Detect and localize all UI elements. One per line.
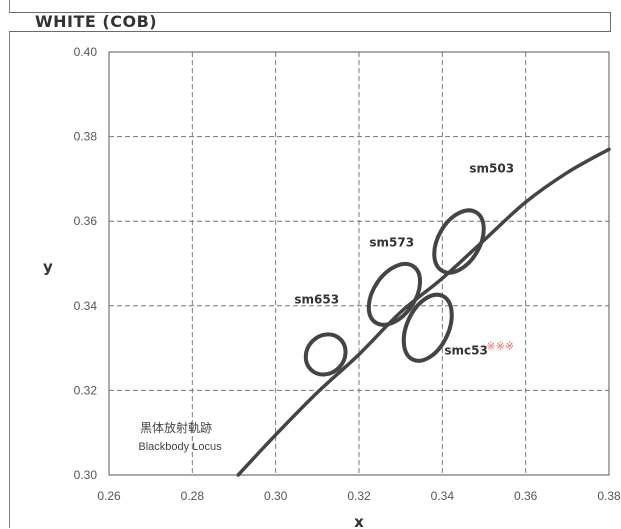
- label-smc53: smc53: [444, 343, 487, 357]
- asterisk-mark: ※※※: [486, 339, 514, 352]
- x-tick-label: 0.32: [347, 489, 371, 503]
- x-axis-title: x: [354, 513, 364, 529]
- ellipse-sm573: [366, 262, 423, 327]
- chart-title-bar: WHITE (COB): [9, 12, 611, 32]
- blackbody-locus-group: 黒体放射軌跡 Blackbody Locus: [138, 147, 611, 477]
- locus-label-en: Blackbody Locus: [138, 441, 222, 453]
- annotation-labels: sm653 sm573 sm503 smc53※※※: [294, 162, 514, 358]
- label-sm653: sm653: [294, 293, 339, 307]
- x-tick-label: 0.36: [514, 489, 538, 503]
- y-tick-label: 0.34: [74, 299, 98, 313]
- x-tick-label: 0.38: [597, 489, 621, 503]
- label-sm573: sm573: [369, 236, 414, 250]
- blackbody-locus-line: [236, 147, 611, 477]
- x-tick-label: 0.26: [97, 489, 121, 503]
- x-tick-label: 0.28: [181, 489, 205, 503]
- ellipse-sm653: [303, 332, 348, 377]
- locus-label-jp: 黒体放射軌跡: [140, 420, 212, 435]
- x-tick-label: 0.30: [264, 489, 288, 503]
- y-tick-label: 0.32: [74, 383, 98, 397]
- ellipse-sm503: [432, 208, 486, 275]
- grid-lines: [109, 52, 609, 475]
- tick-labels: 0.26 0.28 0.30 0.32 0.34 0.36 0.38 0.30 0.32 0.34…: [74, 45, 621, 503]
- ellipse-smc53: [401, 292, 454, 363]
- y-tick-label: 0.40: [74, 45, 98, 59]
- ellipses-group: [303, 208, 486, 377]
- y-tick-label: 0.38: [74, 130, 98, 144]
- y-axis-title: y: [43, 258, 53, 276]
- y-tick-label: 0.36: [74, 214, 98, 228]
- chart-title: WHITE (COB): [35, 12, 158, 31]
- x-tick-label: 0.34: [431, 489, 455, 503]
- y-tick-label: 0.30: [74, 468, 98, 482]
- label-sm503: sm503: [469, 162, 514, 176]
- chart-frame: [9, 0, 611, 528]
